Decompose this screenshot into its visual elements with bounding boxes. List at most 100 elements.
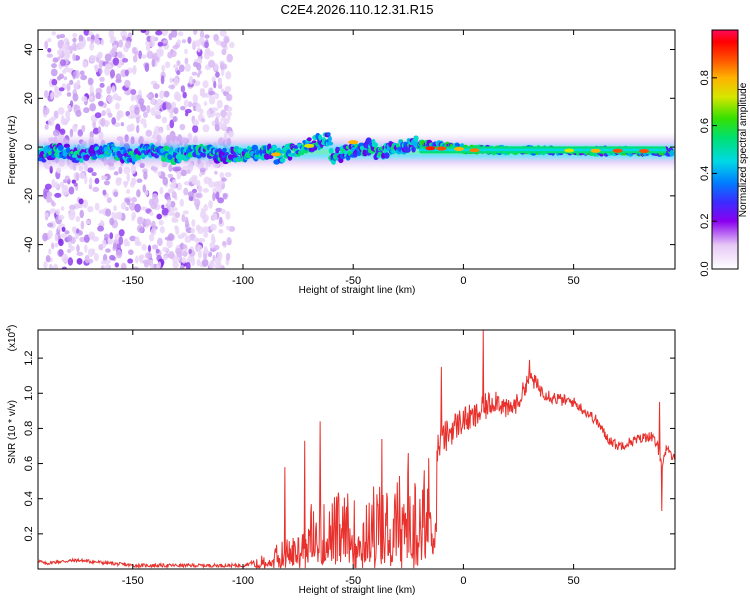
y-tick-label: 20 xyxy=(23,92,35,104)
noise-blob xyxy=(118,229,125,237)
tone-blob xyxy=(318,134,323,141)
noise-blob xyxy=(166,124,171,131)
tone-blob xyxy=(279,157,286,163)
noise-blob xyxy=(204,41,209,49)
noise-blob xyxy=(118,236,124,246)
noise-blob xyxy=(121,35,127,41)
noise-blob xyxy=(126,240,130,247)
noise-blob xyxy=(228,41,235,49)
noise-blob xyxy=(165,102,172,110)
noise-blob xyxy=(161,207,169,216)
noise-blob xyxy=(200,118,206,123)
noise-blob xyxy=(176,70,181,76)
noise-blob xyxy=(141,244,147,251)
noise-blob xyxy=(106,197,112,204)
hot-spot xyxy=(453,147,464,152)
noise-blob xyxy=(61,115,65,122)
noise-blob xyxy=(99,219,104,226)
noise-blob xyxy=(197,249,202,259)
noise-blob xyxy=(67,234,73,242)
noise-blob xyxy=(209,50,215,57)
noise-blob xyxy=(129,202,136,211)
noise-blob xyxy=(182,244,188,249)
noise-blob xyxy=(168,250,175,260)
noise-blob xyxy=(82,199,88,209)
noise-blob xyxy=(101,239,107,248)
noise-blob xyxy=(46,191,53,198)
noise-blob xyxy=(176,60,181,66)
noise-blob xyxy=(174,225,179,230)
noise-blob xyxy=(144,218,152,227)
noise-blob xyxy=(50,116,57,121)
noise-blob xyxy=(134,50,140,56)
colorbar-tick-label: 0.0 xyxy=(699,261,711,276)
noise-blob xyxy=(136,178,143,183)
noise-blob xyxy=(199,88,206,93)
noise-blob xyxy=(104,63,112,70)
noise-blob xyxy=(66,92,72,97)
noise-blob xyxy=(212,192,216,202)
noise-blob xyxy=(111,211,115,220)
noise-blob xyxy=(214,182,221,189)
noise-blob xyxy=(79,172,86,180)
noise-blob xyxy=(66,248,72,254)
noise-blob xyxy=(156,213,162,220)
noise-blob xyxy=(203,101,208,106)
noise-blob xyxy=(88,31,93,37)
noise-blob xyxy=(78,40,85,50)
x-tick-label: -50 xyxy=(345,275,361,287)
noise-blob xyxy=(145,44,151,51)
noise-blob xyxy=(84,175,88,185)
noise-blob xyxy=(181,39,187,44)
noise-blob xyxy=(97,225,105,232)
noise-blob xyxy=(184,48,188,55)
noise-blob xyxy=(81,124,86,133)
noise-blob xyxy=(160,75,165,85)
noise-blob xyxy=(48,265,54,269)
noise-blob xyxy=(147,244,152,253)
noise-blob xyxy=(122,57,129,63)
x-tick-label: -150 xyxy=(122,275,144,287)
noise-blob xyxy=(114,95,122,101)
noise-blob xyxy=(51,242,55,250)
noise-blob xyxy=(140,30,147,34)
noise-blob xyxy=(61,226,66,232)
spectrogram-frame xyxy=(37,29,676,270)
noise-blob xyxy=(196,57,203,65)
noise-blob xyxy=(80,220,85,230)
y-tick-label: -20 xyxy=(23,188,35,204)
noise-blob xyxy=(211,107,219,112)
x-tick-label: 50 xyxy=(567,575,579,587)
noise-blob xyxy=(51,31,57,36)
noise-blob xyxy=(221,48,227,56)
noise-blob xyxy=(226,225,231,231)
noise-blob xyxy=(220,208,226,215)
noise-blob xyxy=(224,38,230,43)
noise-blob xyxy=(140,206,148,211)
noise-blob xyxy=(44,124,49,130)
noise-blob xyxy=(82,60,88,68)
noise-blob xyxy=(191,71,198,76)
tone-blob xyxy=(163,145,170,151)
noise-blob xyxy=(197,226,205,235)
noise-blob xyxy=(61,253,69,263)
noise-blob xyxy=(72,37,77,43)
noise-blob xyxy=(98,68,103,75)
noise-blob xyxy=(173,77,179,87)
noise-blob xyxy=(156,50,162,58)
noise-blob xyxy=(173,107,179,115)
noise-blob xyxy=(116,110,124,118)
noise-blob xyxy=(90,39,95,44)
noise-blob xyxy=(196,244,203,252)
noise-blob xyxy=(198,237,206,243)
noise-blob xyxy=(136,189,141,198)
noise-blob xyxy=(94,34,98,44)
noise-blob xyxy=(96,57,100,63)
noise-blob xyxy=(197,185,202,192)
figure-title: C2E4.2026.110.12.31.R15 xyxy=(281,2,434,17)
noise-blob xyxy=(220,41,228,48)
noise-blob xyxy=(72,124,78,132)
noise-blob xyxy=(171,101,176,109)
noise-blob xyxy=(57,107,65,115)
noise-blob xyxy=(42,233,48,242)
